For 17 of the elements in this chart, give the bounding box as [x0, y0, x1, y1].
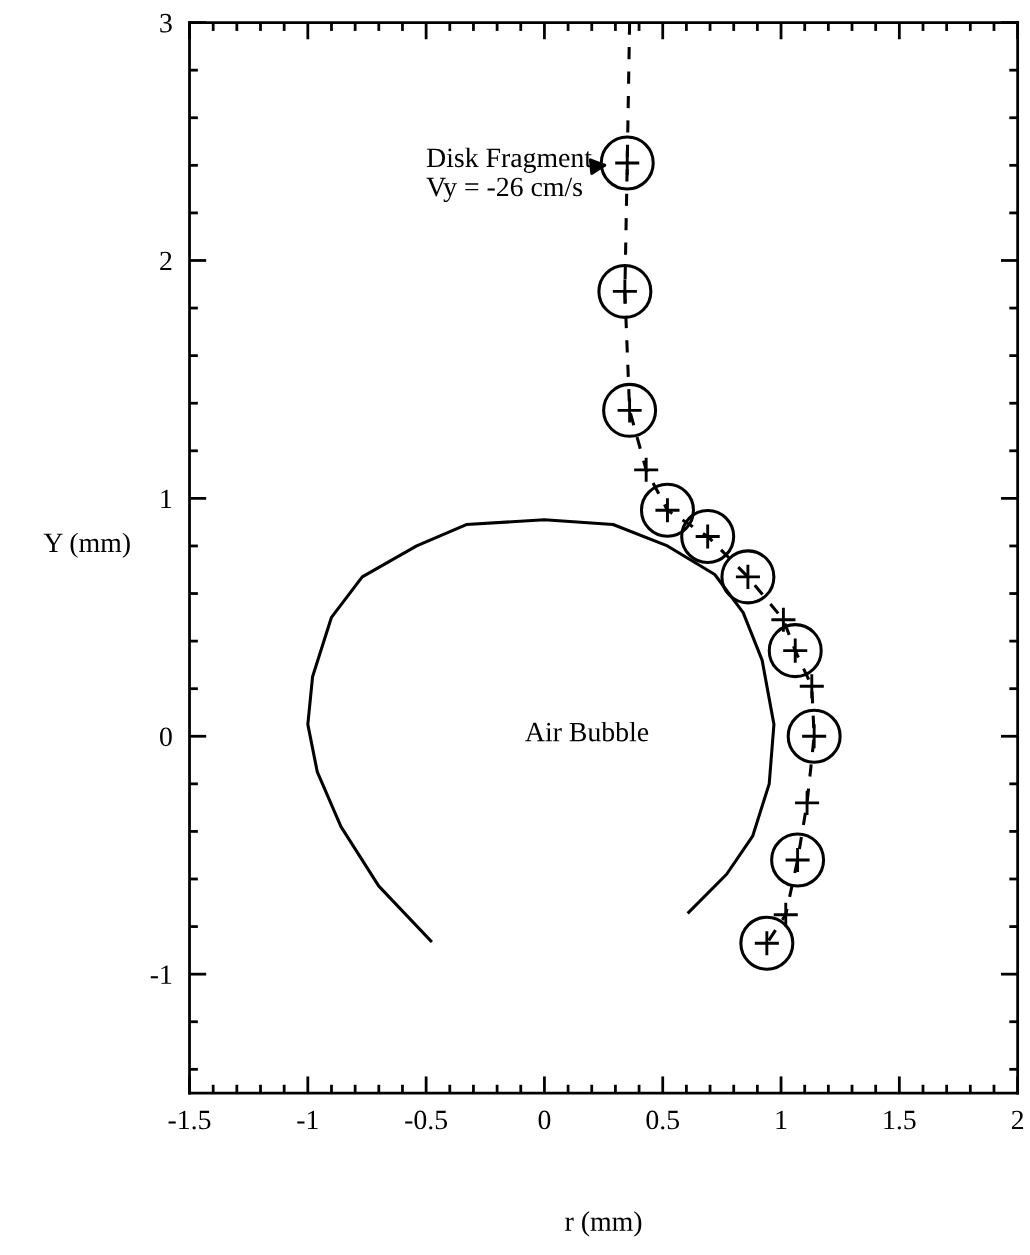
x-tick-label: 1 — [776, 1110, 787, 1130]
y-axis-title: Y (mm) — [43, 532, 130, 558]
x-tick-label: 1.5 — [884, 1110, 916, 1130]
x-axis-title: r (mm) — [565, 1211, 642, 1237]
x-tick-label: 0.5 — [646, 1110, 680, 1130]
y-tick-label: 1 — [161, 489, 172, 509]
x-tick-label: -0.5 — [405, 1110, 448, 1130]
y-tick-label: -1 — [150, 965, 172, 984]
x-tick-label: 0 — [538, 1110, 551, 1130]
x-tick-label: -1 — [297, 1110, 318, 1130]
x-tick-label: 2 — [1011, 1110, 1024, 1130]
annotation: Disk Fragment Vy = -26 cm/s — [426, 147, 592, 203]
y-tick-label: 3 — [160, 13, 172, 33]
y-tick-label: 2 — [160, 251, 172, 271]
y-tick-label: 0 — [160, 727, 172, 747]
annotation: Air Bubble — [525, 721, 649, 742]
x-tick-label: -1.5 — [168, 1110, 211, 1130]
